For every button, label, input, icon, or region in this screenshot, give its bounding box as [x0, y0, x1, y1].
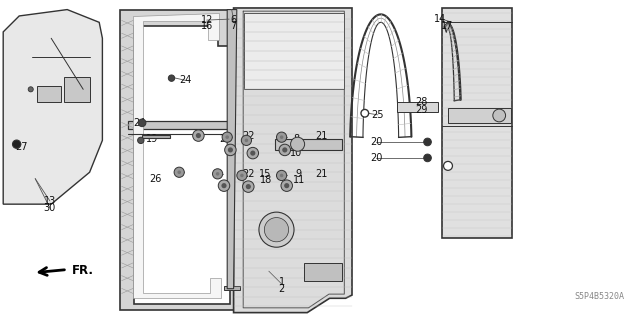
- Circle shape: [228, 147, 233, 152]
- Text: 8: 8: [293, 134, 300, 144]
- Polygon shape: [244, 13, 344, 89]
- Circle shape: [250, 151, 255, 156]
- Polygon shape: [37, 86, 61, 102]
- Circle shape: [424, 138, 431, 146]
- Polygon shape: [442, 8, 512, 238]
- Circle shape: [280, 135, 284, 139]
- Text: 16: 16: [200, 21, 213, 32]
- Text: 27: 27: [15, 142, 28, 152]
- Text: 17: 17: [440, 20, 453, 31]
- Circle shape: [218, 180, 230, 191]
- Text: 26: 26: [149, 174, 162, 184]
- Polygon shape: [227, 10, 237, 289]
- Circle shape: [221, 183, 227, 188]
- Circle shape: [264, 218, 289, 242]
- Circle shape: [240, 174, 244, 177]
- Polygon shape: [397, 102, 438, 112]
- Circle shape: [225, 135, 229, 139]
- Circle shape: [444, 161, 452, 170]
- Circle shape: [276, 170, 287, 181]
- Polygon shape: [142, 135, 170, 138]
- Circle shape: [424, 154, 431, 162]
- Circle shape: [196, 133, 201, 138]
- Text: S5P4B5320A: S5P4B5320A: [574, 293, 624, 301]
- Circle shape: [244, 138, 248, 142]
- Circle shape: [280, 174, 284, 177]
- Text: 28: 28: [415, 97, 428, 107]
- Text: 10: 10: [290, 148, 303, 158]
- Circle shape: [282, 147, 287, 152]
- Text: 13: 13: [44, 196, 56, 206]
- Polygon shape: [224, 286, 240, 290]
- Polygon shape: [234, 8, 352, 313]
- Circle shape: [13, 140, 20, 148]
- Polygon shape: [64, 77, 90, 102]
- Polygon shape: [120, 10, 243, 310]
- Text: FR.: FR.: [72, 264, 93, 277]
- Text: 21: 21: [316, 169, 328, 179]
- Text: 9: 9: [296, 169, 302, 179]
- Circle shape: [284, 183, 289, 188]
- Text: 2: 2: [278, 284, 285, 294]
- Circle shape: [247, 147, 259, 159]
- Text: 7: 7: [230, 21, 237, 32]
- Polygon shape: [128, 121, 230, 129]
- Circle shape: [361, 109, 369, 117]
- Circle shape: [237, 170, 247, 181]
- Circle shape: [174, 167, 184, 177]
- Circle shape: [246, 184, 251, 189]
- Circle shape: [177, 170, 181, 174]
- Circle shape: [241, 135, 252, 145]
- Circle shape: [168, 75, 175, 81]
- Circle shape: [281, 180, 292, 191]
- Text: 23: 23: [220, 134, 232, 144]
- Polygon shape: [3, 10, 102, 204]
- Polygon shape: [133, 13, 221, 298]
- Text: 20: 20: [370, 153, 383, 163]
- Text: 21: 21: [316, 130, 328, 141]
- Polygon shape: [304, 263, 342, 281]
- Circle shape: [279, 144, 291, 156]
- Text: 1: 1: [278, 277, 285, 287]
- Circle shape: [225, 144, 236, 156]
- Circle shape: [216, 172, 220, 176]
- Polygon shape: [275, 139, 342, 150]
- Circle shape: [212, 169, 223, 179]
- Text: 14: 14: [434, 13, 447, 24]
- Circle shape: [138, 137, 144, 144]
- Text: 30: 30: [44, 203, 56, 213]
- Text: 24: 24: [133, 118, 146, 128]
- Circle shape: [243, 181, 254, 192]
- Text: 6: 6: [230, 15, 237, 25]
- Text: 15: 15: [259, 169, 272, 179]
- Circle shape: [276, 132, 287, 142]
- Circle shape: [259, 212, 294, 247]
- Circle shape: [28, 87, 33, 92]
- Text: 19: 19: [146, 134, 159, 144]
- Text: 29: 29: [415, 105, 428, 115]
- Circle shape: [493, 109, 506, 122]
- Text: 24: 24: [179, 75, 192, 85]
- Text: 20: 20: [370, 137, 383, 147]
- Circle shape: [222, 132, 232, 142]
- Text: 22: 22: [242, 169, 255, 179]
- Circle shape: [138, 119, 146, 127]
- Text: 11: 11: [292, 175, 305, 185]
- Text: 25: 25: [371, 110, 384, 120]
- Text: 18: 18: [259, 175, 272, 185]
- Text: 12: 12: [200, 15, 213, 25]
- Polygon shape: [448, 108, 511, 123]
- Text: 22: 22: [242, 130, 255, 141]
- Circle shape: [291, 137, 305, 151]
- Circle shape: [193, 130, 204, 141]
